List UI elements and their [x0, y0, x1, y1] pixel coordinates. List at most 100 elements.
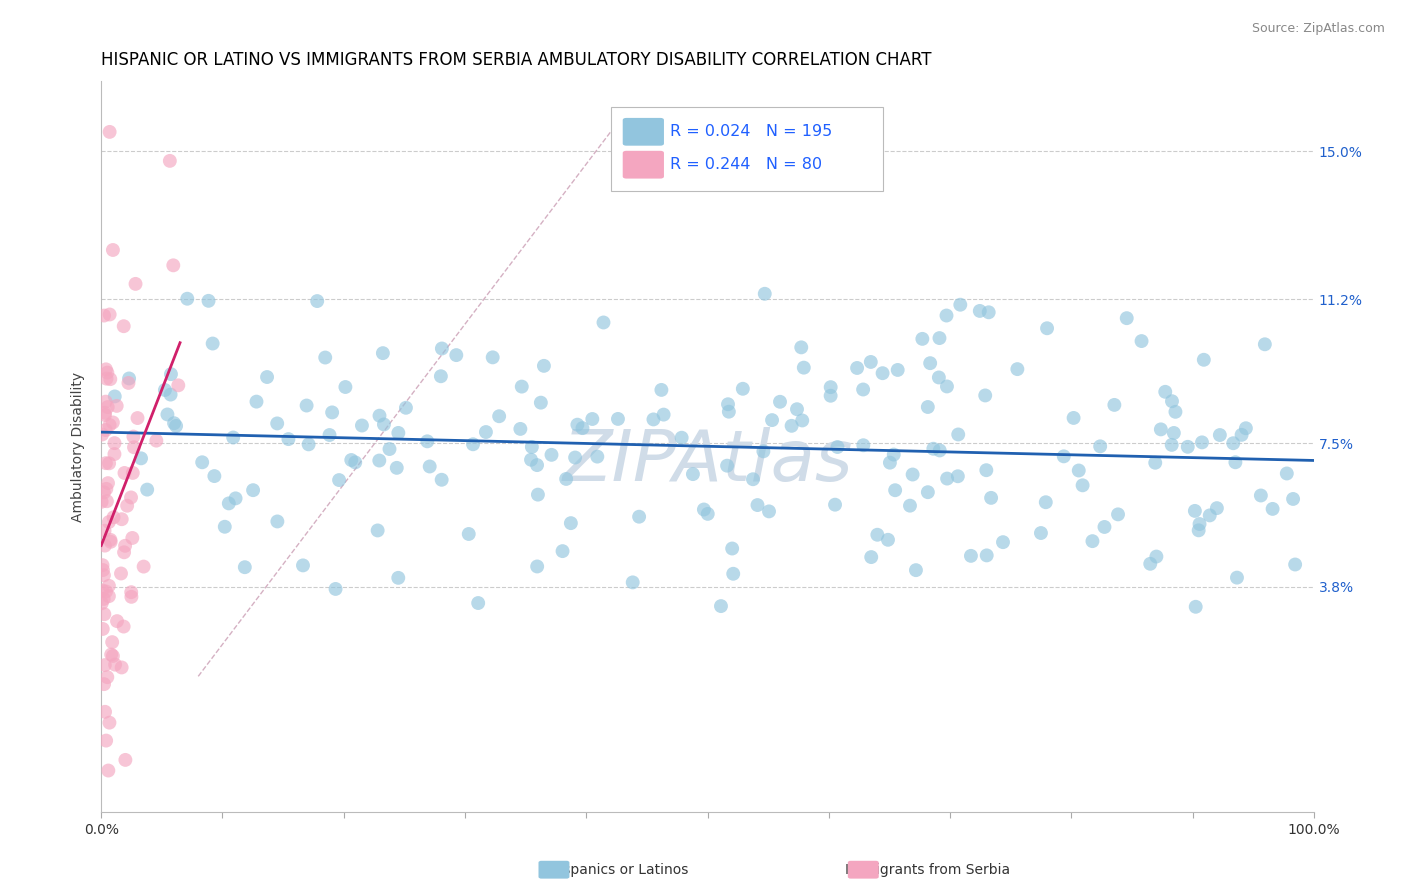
- Point: [93, 568, 115, 582]
- Point: [592, 316, 614, 330]
- Point: [1188, 524, 1211, 538]
- Point: [101, 416, 124, 430]
- Point: [419, 459, 441, 474]
- Point: [446, 348, 468, 362]
- Point: [922, 442, 945, 456]
- Point: [93, 607, 115, 622]
- Point: [991, 535, 1014, 549]
- Point: [1230, 427, 1253, 442]
- Point: [752, 444, 775, 458]
- Point: [387, 425, 409, 440]
- Point: [111, 512, 134, 526]
- Point: [93, 591, 115, 606]
- Point: [1071, 478, 1094, 492]
- Point: [1088, 439, 1111, 453]
- Point: [120, 590, 142, 604]
- Point: [879, 456, 901, 470]
- Point: [307, 294, 329, 309]
- Point: [520, 452, 543, 467]
- Point: [242, 483, 264, 498]
- Point: [111, 660, 134, 674]
- Point: [156, 408, 179, 422]
- Point: [628, 509, 651, 524]
- Point: [93, 677, 115, 691]
- Point: [693, 502, 716, 516]
- Point: [94, 584, 117, 599]
- Point: [721, 566, 744, 581]
- Point: [1164, 405, 1187, 419]
- Point: [98, 417, 121, 432]
- Point: [344, 455, 367, 469]
- Point: [911, 332, 934, 346]
- Point: [696, 507, 718, 521]
- Point: [118, 371, 141, 385]
- Point: [551, 544, 574, 558]
- Point: [1222, 436, 1244, 450]
- Text: R = 0.024   N = 195: R = 0.024 N = 195: [671, 124, 832, 139]
- Point: [884, 483, 907, 498]
- Point: [112, 619, 135, 633]
- Point: [104, 389, 127, 403]
- Point: [197, 293, 219, 308]
- Point: [214, 520, 236, 534]
- Point: [101, 635, 124, 649]
- Point: [416, 434, 439, 449]
- Point: [1150, 422, 1173, 436]
- Point: [1250, 488, 1272, 502]
- Point: [96, 670, 118, 684]
- Point: [877, 533, 900, 547]
- Point: [793, 360, 815, 375]
- Point: [430, 342, 453, 356]
- Point: [717, 397, 740, 411]
- Point: [90, 596, 112, 610]
- Point: [367, 524, 389, 538]
- Point: [114, 539, 136, 553]
- Point: [1225, 455, 1247, 469]
- Point: [298, 437, 321, 451]
- Point: [98, 125, 121, 139]
- Text: Hispanics or Latinos: Hispanics or Latinos: [548, 863, 689, 877]
- Point: [976, 549, 998, 563]
- Point: [94, 394, 117, 409]
- Point: [105, 614, 128, 628]
- Point: [114, 753, 136, 767]
- Point: [1261, 502, 1284, 516]
- Point: [969, 304, 991, 318]
- Point: [96, 482, 118, 496]
- Point: [1029, 526, 1052, 541]
- Point: [1282, 491, 1305, 506]
- Point: [820, 389, 842, 403]
- Point: [1226, 571, 1249, 585]
- Point: [100, 533, 122, 547]
- Point: [430, 473, 453, 487]
- Point: [94, 406, 117, 420]
- Point: [1144, 456, 1167, 470]
- Point: [385, 460, 408, 475]
- Point: [946, 469, 969, 483]
- Point: [325, 582, 347, 596]
- Point: [852, 438, 875, 452]
- Point: [860, 550, 883, 565]
- Point: [820, 380, 842, 394]
- Text: Immigrants from Serbia: Immigrants from Serbia: [845, 863, 1011, 877]
- Point: [949, 298, 972, 312]
- Point: [917, 400, 939, 414]
- Point: [94, 456, 117, 470]
- Point: [112, 545, 135, 559]
- Point: [1160, 438, 1182, 452]
- FancyBboxPatch shape: [610, 107, 883, 191]
- Point: [93, 485, 115, 500]
- Point: [758, 504, 780, 518]
- Point: [540, 448, 562, 462]
- Point: [124, 277, 146, 291]
- Point: [100, 648, 122, 662]
- Point: [567, 417, 589, 432]
- Point: [100, 534, 122, 549]
- Point: [457, 527, 479, 541]
- Text: HISPANIC OR LATINO VS IMMIGRANTS FROM SERBIA AMBULATORY DISABILITY CORRELATION C: HISPANIC OR LATINO VS IMMIGRANTS FROM SE…: [101, 51, 932, 69]
- Point: [1209, 428, 1232, 442]
- Point: [652, 408, 675, 422]
- Point: [520, 440, 543, 454]
- Text: Source: ZipAtlas.com: Source: ZipAtlas.com: [1251, 22, 1385, 36]
- Point: [295, 399, 318, 413]
